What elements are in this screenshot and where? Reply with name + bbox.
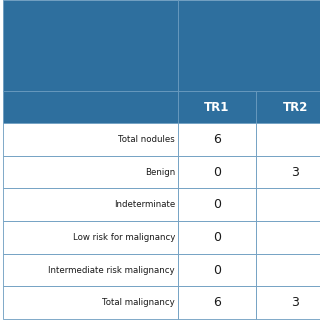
Bar <box>178 286 256 319</box>
Bar <box>256 286 320 319</box>
Bar <box>256 156 320 188</box>
Bar <box>256 188 320 221</box>
Text: Total malignancy: Total malignancy <box>102 298 175 307</box>
Bar <box>3 123 178 156</box>
Bar <box>256 254 320 286</box>
Bar <box>3 254 178 286</box>
Bar <box>178 91 256 123</box>
Bar <box>256 91 320 123</box>
Text: 0: 0 <box>213 166 221 179</box>
Bar <box>3 156 178 188</box>
Text: Benign: Benign <box>145 168 175 177</box>
Text: 3: 3 <box>291 296 299 309</box>
Text: 6: 6 <box>213 133 221 146</box>
Text: 0: 0 <box>213 198 221 211</box>
Bar <box>178 156 256 188</box>
Bar <box>178 254 256 286</box>
Bar <box>178 0 320 91</box>
Text: 0: 0 <box>213 231 221 244</box>
Bar <box>256 221 320 254</box>
Text: 3: 3 <box>291 166 299 179</box>
Bar <box>3 221 178 254</box>
Text: Low risk for malignancy: Low risk for malignancy <box>73 233 175 242</box>
Bar <box>3 286 178 319</box>
Text: Indeterminate: Indeterminate <box>114 200 175 209</box>
Bar <box>3 0 178 91</box>
Text: Intermediate risk malignancy: Intermediate risk malignancy <box>48 266 175 275</box>
Bar <box>3 188 178 221</box>
Text: 6: 6 <box>213 296 221 309</box>
Bar <box>178 221 256 254</box>
Text: Total nodules: Total nodules <box>118 135 175 144</box>
Bar <box>256 123 320 156</box>
Bar <box>178 123 256 156</box>
Text: TR1: TR1 <box>204 101 229 114</box>
Bar <box>178 188 256 221</box>
Text: TR2: TR2 <box>283 101 308 114</box>
Text: 0: 0 <box>213 264 221 276</box>
Bar <box>3 91 178 123</box>
